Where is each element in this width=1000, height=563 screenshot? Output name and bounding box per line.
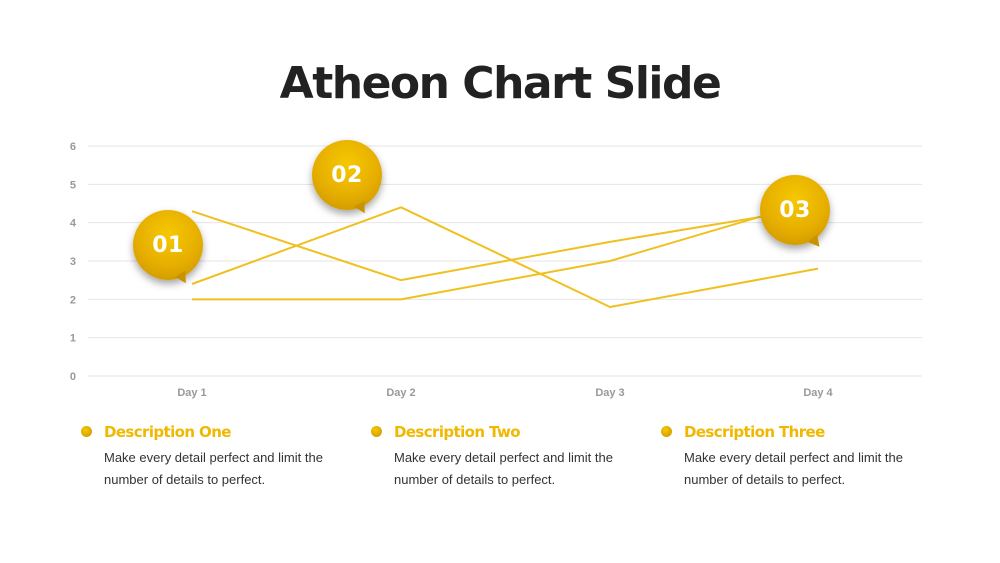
y-tick-label: 2 — [70, 294, 76, 306]
description-one-text: Make every detail perfect and limit the … — [104, 450, 323, 487]
description-two-title: Description Two — [394, 423, 521, 441]
x-tick-label: Day 1 — [177, 387, 206, 399]
series-line-1 — [191, 206, 819, 282]
x-tick-label: Day 3 — [595, 387, 624, 399]
description-one-title: Description One — [104, 423, 231, 441]
description-three-text: Make every detail perfect and limit the … — [684, 450, 903, 487]
bullet-dot — [371, 426, 382, 437]
y-tick-label: 5 — [70, 179, 76, 191]
description-two-text: Make every detail perfect and limit the … — [394, 450, 613, 487]
bullet-dot — [81, 426, 92, 437]
y-tick-label: 0 — [70, 371, 76, 383]
series-line-3 — [192, 198, 819, 301]
description-three-title: Description Three — [684, 423, 825, 441]
marker-03-label: 03 — [779, 197, 811, 223]
series-line-2 — [191, 206, 819, 308]
x-tick-label: Day 2 — [386, 387, 415, 399]
page-title: Atheon Chart Slide — [279, 58, 722, 109]
x-tick-label: Day 4 — [803, 387, 833, 399]
y-tick-label: 6 — [70, 141, 76, 153]
marker-01-label: 01 — [152, 232, 184, 258]
y-tick-label: 3 — [70, 256, 76, 268]
marker-03: 03 — [760, 175, 830, 251]
marker-02-label: 02 — [331, 162, 363, 188]
y-tick-label: 4 — [70, 218, 77, 230]
marker-02: 02 — [312, 140, 382, 217]
bullet-dot — [661, 426, 672, 437]
marker-01: 01 — [133, 210, 203, 287]
y-tick-label: 1 — [70, 333, 76, 345]
